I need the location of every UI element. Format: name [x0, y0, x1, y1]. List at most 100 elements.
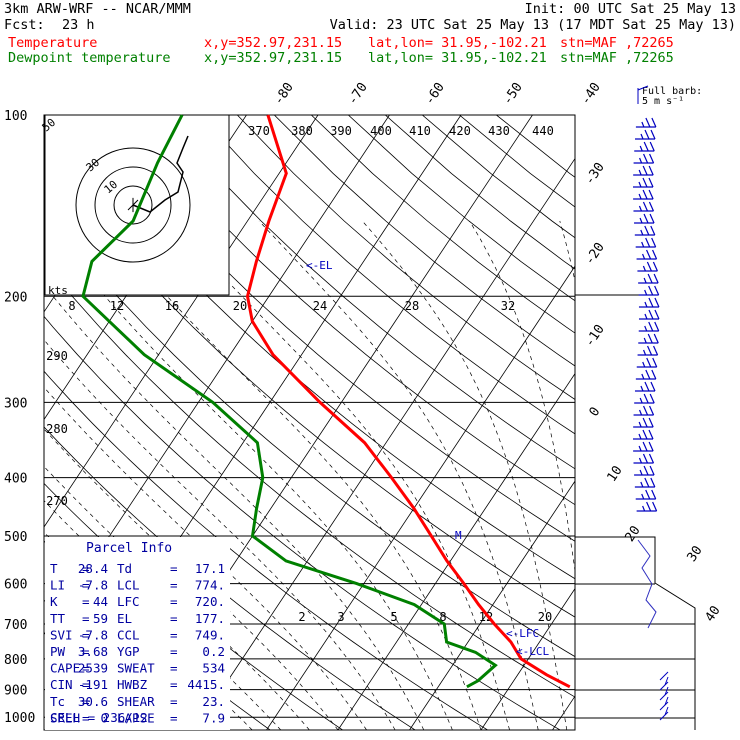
wind-barb — [638, 285, 660, 296]
wind-barb — [637, 261, 658, 272]
parcel-info-panel: Parcel Info T =28.4 Td = 17.1LI =-7.8 LCL = 774.… — [45, 537, 230, 730]
parcel-row-field: 720. — [195, 594, 225, 609]
wind-barb-low — [664, 676, 669, 686]
wind-barb — [634, 225, 656, 236]
wind-barb-low — [659, 701, 669, 711]
dry-adiabat — [200, 115, 575, 435]
isotherm-label: -20 — [582, 240, 608, 268]
pressure-label-200: 200 — [4, 290, 27, 305]
isotherm-line — [266, 265, 575, 730]
dry-adiabat — [44, 207, 575, 658]
isotherm-line — [337, 372, 575, 730]
parcel-row-field: 28.4 — [78, 561, 108, 576]
isotherm-line — [624, 115, 740, 730]
parcel-row-field: LAPSE — [117, 710, 155, 725]
plot-frame — [43, 114, 576, 731]
mixing-ratio-label: 3 — [337, 610, 344, 624]
parcel-row-field: T — [50, 561, 58, 576]
theta-label: 400 — [370, 124, 392, 138]
dewpoint-curve — [81, 114, 498, 689]
parcel-row-field: = — [82, 611, 90, 626]
wind-barb — [637, 345, 659, 356]
mixing-ratio-label: 24 — [313, 299, 327, 313]
wind-barb — [634, 213, 655, 224]
mixing-ratio-label: 12 — [110, 299, 124, 313]
parcel-row-field: PW — [50, 644, 66, 659]
parcel-row-field: LFC — [117, 594, 140, 609]
wind-barb — [635, 489, 657, 500]
mixing-ratio-label: 8 — [68, 299, 75, 313]
wind-barb — [634, 477, 656, 488]
temperature-xy: x,y=352.97,231.15 — [204, 35, 343, 51]
wind-barb-low — [659, 681, 669, 691]
isotherm-label: 30 — [685, 543, 706, 564]
dry-adiabat — [88, 115, 575, 542]
mixing-ratio-label: 20 — [233, 299, 247, 313]
dewpoint-station: stn=MAF ,72265 — [560, 50, 674, 66]
wind-barb-low — [664, 696, 669, 706]
parcel-row-field: 23. — [202, 694, 225, 709]
parcel-row-field: YGP — [117, 644, 140, 659]
mixing-ratio-label: 5 — [390, 610, 397, 624]
theta-label: 420 — [449, 124, 471, 138]
wind-barb — [634, 141, 655, 152]
wind-barb — [634, 393, 655, 404]
hodo-kts-label: kts — [48, 284, 68, 297]
temperature-curve — [245, 114, 571, 689]
isotherm-label: -60 — [422, 80, 448, 108]
wind-barb-low — [659, 711, 669, 721]
wind-barb — [633, 441, 654, 452]
parcel-row-field: 0.2 — [202, 644, 225, 659]
parcel-row-field: = — [170, 594, 178, 609]
parcel-row-field: EL — [117, 611, 132, 626]
wind-barb — [633, 453, 655, 464]
parcel-row-field: LCL — [117, 578, 140, 593]
wind-barb — [633, 189, 654, 200]
isotherm-label: -80 — [271, 80, 297, 108]
wind-barb — [633, 417, 654, 428]
wind-barb — [638, 333, 659, 344]
isotherm-line — [44, 115, 319, 528]
dry-adiabat — [237, 115, 575, 401]
valid-time: Valid: 23 UTC Sat 25 May 13 (17 MDT Sat … — [329, 17, 736, 33]
parcel-row-field: = — [82, 627, 90, 642]
wind-barb — [636, 501, 658, 512]
dry-adiabat — [385, 115, 575, 270]
parcel-row-field: 30.6 — [78, 694, 108, 709]
parcel-row-field: SVI — [50, 627, 73, 642]
parcel-row-field: = — [170, 677, 178, 692]
wind-barb-low — [664, 706, 669, 716]
theta-label-left: 280 — [46, 422, 68, 436]
wind-barb — [635, 129, 656, 140]
parcel-row-field: 3.68 — [78, 644, 108, 659]
pressure-label-300: 300 — [4, 396, 27, 411]
temperature-latlon: lat,lon= 31.95,-102.21 — [368, 35, 547, 51]
theta-label: 380 — [291, 124, 313, 138]
dry-adiabat — [274, 115, 575, 367]
temperature-legend: Temperature — [8, 35, 98, 51]
pressure-label-400: 400 — [4, 472, 27, 487]
pressure-label-100: 100 — [4, 109, 27, 124]
hodograph: 10 30 50 kts — [40, 114, 230, 297]
parcel-row-field: 749. — [195, 627, 225, 642]
isotherm-label: 40 — [703, 603, 724, 624]
forecast-hour: 23 h — [62, 17, 95, 33]
dry-adiabat — [125, 115, 575, 506]
parcel-row-field: 774. — [195, 578, 225, 593]
wind-barb — [635, 117, 657, 128]
mixing-ratio-label: 20 — [538, 610, 552, 624]
parcel-row-field: Td — [117, 561, 132, 576]
wind-barb-low — [659, 691, 669, 701]
parcel-row-field: 44 — [93, 594, 108, 609]
wind-barb — [634, 465, 655, 476]
theta-label: 370 — [248, 124, 270, 138]
dry-adiabat — [44, 261, 575, 698]
parcel-row-field: SREH — [50, 710, 80, 725]
parcel-row-field: 17.1 — [195, 561, 225, 576]
lcl-marker: <-LCL — [516, 645, 549, 658]
parcel-row-field: CIN — [50, 677, 73, 692]
isotherm-label: -10 — [582, 322, 608, 350]
parcel-row-field: SWEAT — [117, 661, 155, 676]
parcel-row-field: = — [82, 661, 90, 676]
